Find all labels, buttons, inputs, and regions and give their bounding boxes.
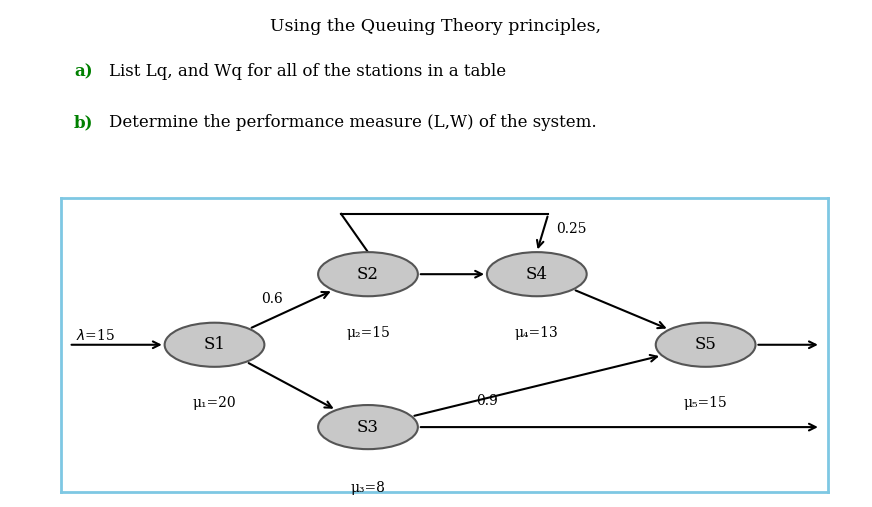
Ellipse shape <box>165 323 264 367</box>
Text: μ₁=20: μ₁=20 <box>193 396 236 410</box>
Text: Determine the performance measure (L,W) of the system.: Determine the performance measure (L,W) … <box>109 114 596 131</box>
Text: 0.25: 0.25 <box>556 222 587 236</box>
Text: List Lq, and Wq for all of the stations in a table: List Lq, and Wq for all of the stations … <box>109 63 506 81</box>
Ellipse shape <box>656 323 755 367</box>
Text: b): b) <box>74 114 93 131</box>
Text: 0.6: 0.6 <box>262 292 283 306</box>
Text: S2: S2 <box>357 266 379 283</box>
Text: S5: S5 <box>695 336 717 353</box>
Text: S4: S4 <box>526 266 548 283</box>
Text: μ₂=15: μ₂=15 <box>346 325 390 340</box>
Text: S3: S3 <box>357 419 379 436</box>
Text: $\lambda$=15: $\lambda$=15 <box>77 329 115 343</box>
Ellipse shape <box>318 405 418 449</box>
Text: 0.9: 0.9 <box>476 393 498 408</box>
Text: Using the Queuing Theory principles,: Using the Queuing Theory principles, <box>270 18 602 35</box>
Text: μ₃=8: μ₃=8 <box>351 482 385 495</box>
Text: a): a) <box>74 63 92 81</box>
Text: S1: S1 <box>203 336 226 353</box>
Text: μ₄=13: μ₄=13 <box>515 325 559 340</box>
Ellipse shape <box>487 252 587 296</box>
Ellipse shape <box>318 252 418 296</box>
Text: μ₅=15: μ₅=15 <box>684 396 727 410</box>
